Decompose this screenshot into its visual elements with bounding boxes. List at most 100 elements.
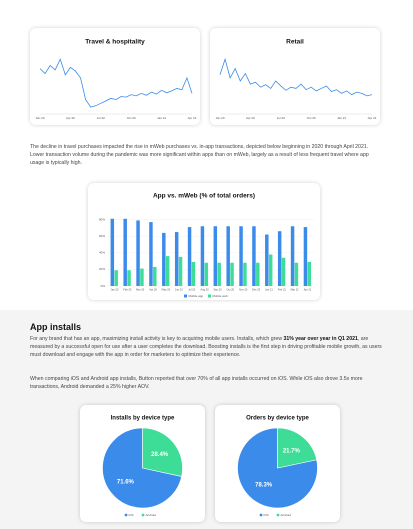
legend-label: Mobile app [189,294,204,298]
chart-title: Retail [286,39,304,46]
legend-swatch [124,513,128,517]
y-tick-label: 0% [101,284,106,288]
paragraph: For any brand that has an app, maximizin… [30,335,382,359]
bar [307,261,312,286]
pie-chart: Installs by device type 71.6% 28.4% iOS Andr… [102,416,183,517]
chart-title: App vs. mWeb (% of total orders) [153,193,255,200]
bar [217,262,221,286]
bar [127,270,131,286]
x-tick-label: Apr 20 [66,116,75,120]
bar [243,262,247,286]
pie-slice [142,427,183,477]
bar [252,226,256,286]
bar [110,218,115,286]
x-tick-label: Jan 21 [157,116,166,120]
bar [162,232,166,286]
chart-title: Travel & hospitality [85,39,145,46]
legend-label: Mobile web [213,294,229,298]
line-card: Retail Jan 20 Apr 20 Jul 20 Oct 20 Jan 21 Apr … [210,28,380,125]
x-tick-label: Jul 20 [188,288,195,292]
x-tick-label: Feb 20 [123,288,132,292]
x-tick-label: Jan 20 [215,116,224,120]
bar [165,256,170,286]
x-tick-label: Jun 20 [175,288,183,292]
y-tick-label: 80% [99,217,105,221]
x-tick-label: Sep 20 [213,288,222,292]
legend-label: Android [281,513,292,517]
chart-title: Installs by device type [111,416,175,422]
legend-swatch [184,294,187,298]
line-card: Travel & hospitality Jan 20 Apr 20 Jul 20 Oc… [30,28,200,125]
x-tick-label: Feb 21 [278,288,287,292]
line [219,57,373,97]
bar [281,257,286,286]
legend-swatch [259,513,263,517]
text-run: For any brand that has an app, maximizin… [30,336,284,342]
legend-label: Android [146,513,157,517]
x-tick-label: Aug 20 [200,288,209,292]
x-tick-label: Jul 20 [277,116,285,120]
bar [268,254,273,286]
bar [265,234,269,286]
x-tick-label: Oct 20 [127,116,136,120]
data-label: 21.7% [283,448,301,454]
bar [187,227,192,286]
bar [136,220,140,286]
x-tick-label: Mar 21 [291,288,300,292]
x-tick-label: Jul 20 [97,116,105,120]
bar [226,226,230,286]
x-tick-label: Apr 20 [149,288,157,292]
bar [303,227,308,286]
bar [114,270,118,286]
bar [174,232,179,286]
y-tick-label: 20% [99,267,105,271]
x-tick-label: Mar 20 [136,288,145,292]
bar [178,256,183,286]
pie-slice [102,427,182,509]
line-chart: Retail Jan 20 Apr 20 Jul 20 Oct 20 Jan 21 Apr … [215,39,377,120]
bar [153,266,157,286]
bar [140,268,144,286]
legend-label: iOS [264,513,269,517]
section-title: App installs [30,322,82,332]
y-tick-label: 40% [99,251,105,255]
legend-swatch [208,294,211,298]
x-tick-label: May 20 [162,288,171,292]
data-label: 71.6% [117,479,135,485]
bar [277,231,282,286]
x-tick-label: Apr 21 [368,116,377,120]
bar [149,222,153,286]
x-tick-label: Oct 20 [307,116,316,120]
legend-label: iOS [129,513,134,517]
bar [290,226,295,286]
bar [294,262,299,286]
x-tick-label: Nov 20 [239,288,248,292]
pie-card: Orders by device type 78.3% 21.7% iOS Androi… [215,405,340,522]
text-run: 31% year over year in Q1 2021 [283,336,358,342]
paragraph: When comparing iOS and Android app insta… [30,376,363,390]
pie-card: Installs by device type 71.6% 28.4% iOS Andr… [80,405,205,522]
bar [256,262,260,286]
text-run: , are measured by a successful open for … [30,336,382,358]
bar [230,262,234,286]
x-tick-label: Dec 20 [252,288,261,292]
x-tick-label: Jan 20 [111,288,119,292]
x-tick-label: Oct 20 [226,288,234,292]
bar [200,226,205,286]
data-label: 78.3% [255,483,273,489]
section-background [0,310,413,529]
pie-slice [277,427,317,469]
data-label: 28.4% [151,452,169,458]
chart-title: Orders by device type [246,416,309,422]
x-tick-label: Jan 21 [337,116,346,120]
x-tick-label: Apr 20 [246,116,255,120]
x-tick-label: Jan 21 [265,288,273,292]
bar [123,218,127,286]
paragraph: The decline in travel purchases impacted… [30,144,369,166]
bar-card: App vs. mWeb (% of total orders) 0% 20% 40%… [88,183,320,300]
line-chart: Travel & hospitality Jan 20 Apr 20 Jul 20 Oc… [35,39,196,120]
y-tick-label: 60% [99,234,105,238]
bar [239,226,243,286]
pie-chart: Orders by device type 78.3% 21.7% iOS Androi… [237,416,318,517]
